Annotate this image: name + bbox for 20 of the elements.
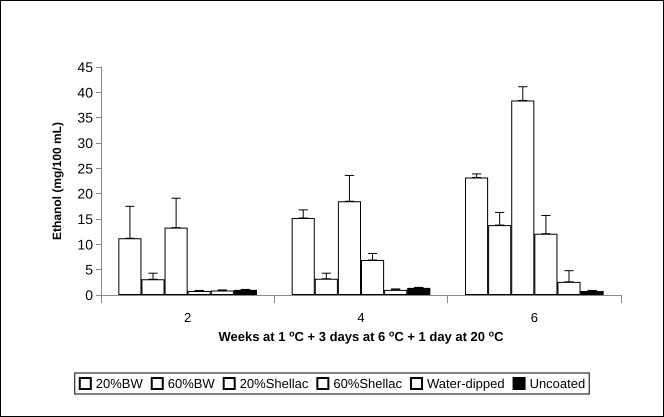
y-axis-title: Ethanol (mg/100 mL) <box>50 122 64 240</box>
legend-label: Water-dipped <box>427 376 505 391</box>
y-tick-label: 45 <box>77 59 94 75</box>
x-tick-label: 4 <box>357 310 365 325</box>
y-tick-label: 10 <box>77 236 94 252</box>
legend-label: 20%BW <box>96 376 144 391</box>
legend-label: 20%Shellac <box>240 376 309 391</box>
y-tick-label: 35 <box>77 110 94 126</box>
legend-label: 60%Shellac <box>333 376 403 391</box>
y-tick-label: 30 <box>77 135 94 151</box>
y-tick-label: 0 <box>85 287 94 303</box>
y-tick-label: 25 <box>77 160 94 176</box>
y-tick-label: 5 <box>85 262 94 278</box>
legend-label: Uncoated <box>530 376 586 391</box>
legend-label: 60%BW <box>168 376 216 391</box>
y-tick-label: 40 <box>77 84 94 100</box>
y-tick-label: 20 <box>77 186 94 202</box>
x-tick-label: 6 <box>530 310 538 325</box>
y-tick-label: 15 <box>77 211 94 227</box>
x-tick-label: 2 <box>184 310 192 325</box>
